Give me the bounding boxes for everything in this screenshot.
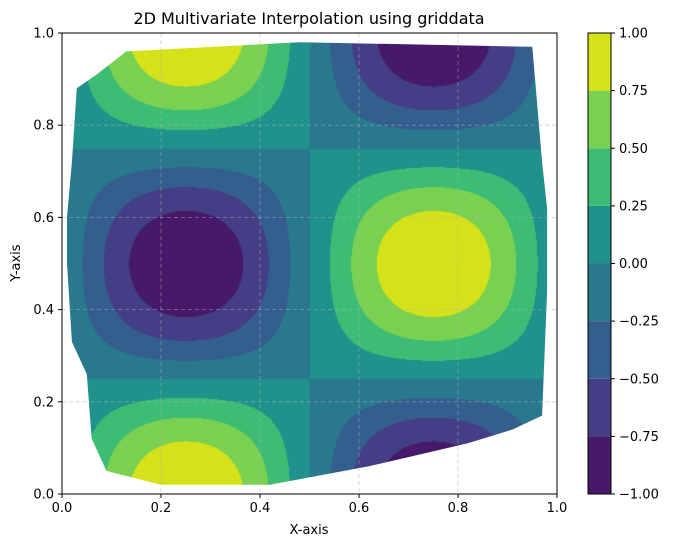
colorbar-tick-label: 0.75 — [619, 84, 648, 99]
plot-area: 0.0 0.2 0.4 0.6 0.8 1.0 0.0 0.2 0.4 0.6 0.8 1.0 — [33, 27, 567, 517]
y-tick-label: 0.8 — [33, 119, 54, 134]
y-tick-label: 1.0 — [33, 27, 54, 42]
colorbar-tick-label: 0.00 — [619, 257, 648, 272]
y-tick-label: 0.0 — [33, 488, 54, 503]
colorbar-band — [588, 263, 611, 322]
colorbar-band — [588, 321, 611, 379]
x-tick-label: 0.8 — [448, 501, 469, 516]
colorbar-tick-label: 0.25 — [619, 199, 648, 214]
colorbar-band — [588, 378, 611, 437]
x-axis-label: X-axis — [290, 523, 329, 538]
colorbar-band — [588, 148, 611, 206]
y-axis: 0.0 0.2 0.4 0.6 0.8 1.0 — [33, 27, 62, 503]
colorbar-tick-label: −0.75 — [619, 430, 659, 445]
colorbar-tick-label: 0.50 — [619, 142, 648, 157]
colorbar-tick-label: −1.00 — [619, 488, 659, 503]
x-tick-label: 0.6 — [349, 501, 370, 516]
x-tick-label: 1.0 — [547, 501, 568, 516]
colorbar-tick-label: 1.00 — [619, 27, 648, 42]
y-tick-label: 0.2 — [33, 395, 54, 410]
colorbar-tick-label: −0.50 — [619, 372, 659, 387]
y-axis-label: Y-axis — [9, 244, 24, 282]
y-tick-label: 0.6 — [33, 211, 54, 226]
colorbar-band — [588, 205, 611, 264]
x-tick-label: 0.4 — [250, 501, 271, 516]
y-tick-label: 0.4 — [33, 303, 54, 318]
colorbar-band — [588, 90, 611, 149]
colorbar-band — [588, 436, 611, 494]
axes-frame — [61, 32, 558, 495]
x-tick-label: 0.2 — [151, 501, 172, 516]
colorbar-tick-label: −0.25 — [619, 315, 659, 330]
x-axis: 0.0 0.2 0.4 0.6 0.8 1.0 — [52, 494, 568, 516]
colorbar-band — [588, 33, 611, 91]
chart-title: 2D Multivariate Interpolation using grid… — [133, 9, 484, 28]
colorbar: −1.00 −0.75 −0.50 −0.25 0.00 0.25 0.50 0.75 1.00 — [587, 27, 659, 503]
contour-fill — [67, 42, 548, 485]
x-tick-label: 0.0 — [52, 501, 73, 516]
